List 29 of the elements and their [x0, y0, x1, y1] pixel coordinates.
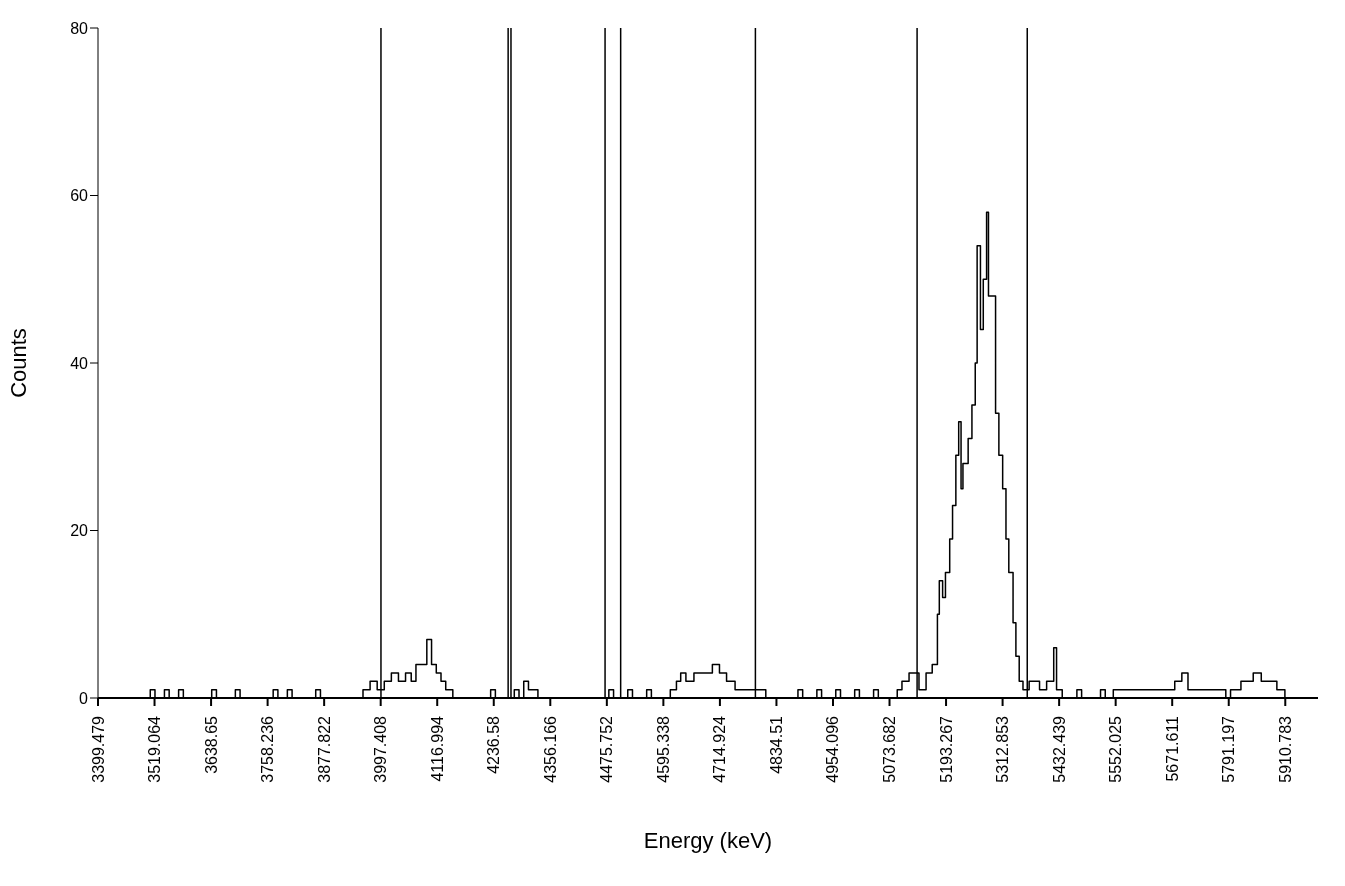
x-tick-label: 5073.682 — [881, 715, 899, 783]
y-tick-label: 80 — [70, 19, 89, 37]
x-tick-label: 4475.752 — [598, 715, 616, 783]
x-tick-label: 3399.479 — [89, 715, 107, 783]
x-tick-label: 4714.924 — [711, 715, 729, 783]
x-axis-title: Energy (keV) — [643, 828, 773, 853]
x-tick-label: 4116.994 — [428, 715, 446, 782]
x-tick-label: 3997.408 — [372, 715, 390, 783]
x-tick-label: 3758.236 — [259, 715, 277, 783]
x-tick-label: 5552.025 — [1107, 715, 1125, 783]
x-tick-label: 3638.65 — [202, 715, 220, 774]
x-tick-label: 3519.064 — [146, 715, 164, 783]
y-tick-label: 0 — [79, 689, 89, 707]
x-tick-label: 4954.096 — [824, 715, 842, 783]
y-tick-label: 60 — [70, 187, 89, 205]
x-tick-label: 4356.166 — [541, 715, 559, 783]
x-tick-label: 5312.853 — [994, 715, 1012, 783]
x-tick-label: 5910.783 — [1276, 715, 1294, 783]
x-tick-label: 5791.197 — [1220, 715, 1238, 783]
x-tick-label: 4236.58 — [485, 715, 503, 774]
x-tick-label: 4595.338 — [654, 715, 672, 783]
x-tick-label: 5671.611 — [1163, 715, 1181, 782]
y-axis-title: Counts — [5, 328, 31, 398]
x-tick-label: 3877.822 — [315, 715, 333, 783]
x-tick-label: 5193.267 — [937, 715, 955, 783]
y-tick-label: 40 — [70, 354, 89, 372]
y-tick-label: 20 — [70, 522, 89, 540]
x-tick-label: 4834.51 — [767, 715, 785, 774]
x-tick-label: 5432.439 — [1050, 715, 1068, 783]
